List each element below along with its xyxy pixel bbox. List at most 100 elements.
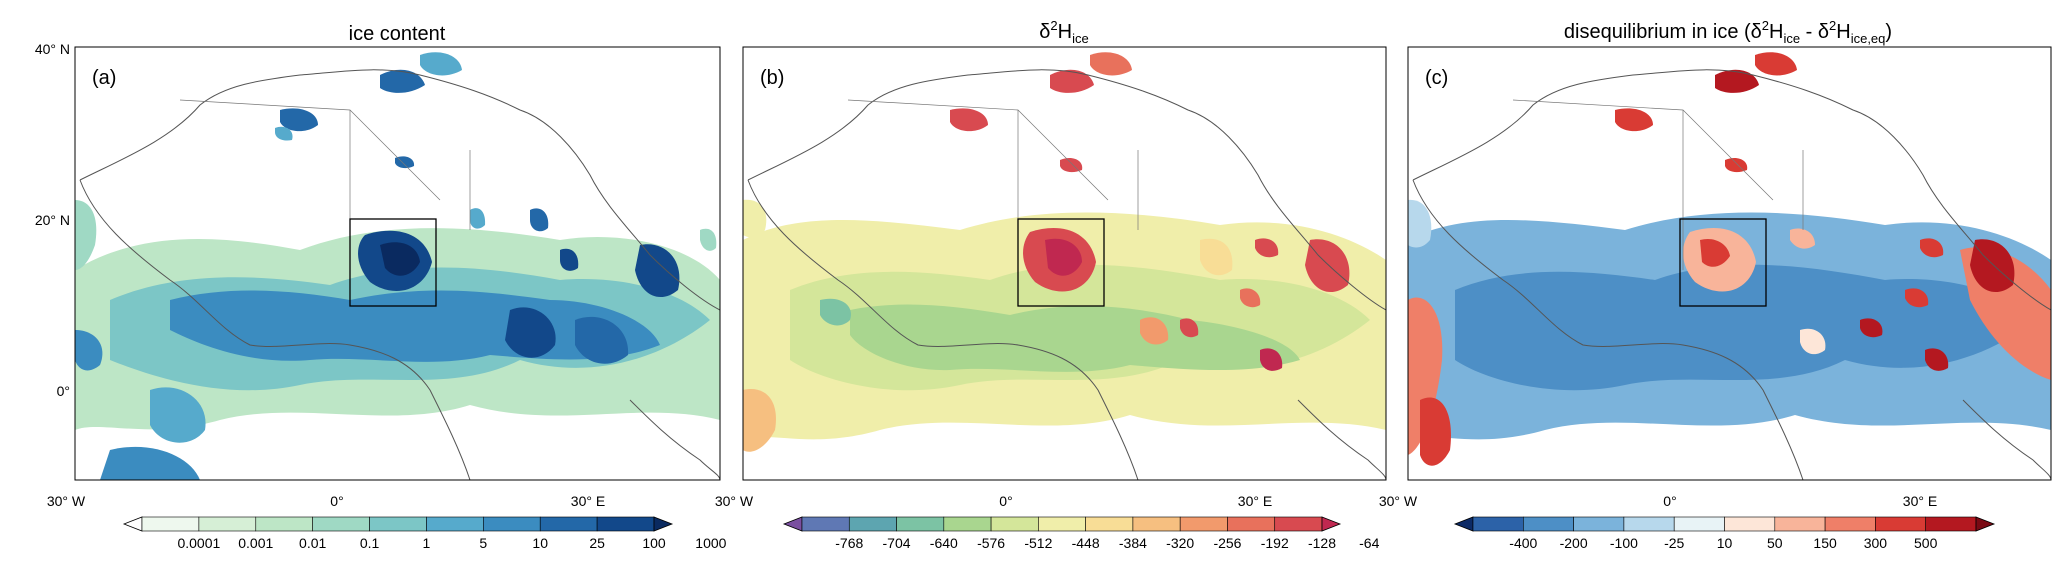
colorbar-tick-label: 50: [1767, 535, 1783, 551]
colorbar-tick-label: 300: [1864, 535, 1888, 551]
colorbar-box: [1623, 516, 1675, 532]
colorbar-tick-label: -128: [1308, 535, 1336, 551]
colorbar-tick-label: 5: [479, 535, 487, 551]
colorbar-box: [312, 516, 370, 532]
colorbar-box: [369, 516, 427, 532]
panel-b-map-field: [743, 47, 1386, 480]
colorbar-tick-label: 500: [1914, 535, 1938, 551]
colorbar-box: [1523, 516, 1574, 532]
panel-b-colorbar: -768 -704 -640 -576 -512 -448 -384 -320 -256 -192…: [782, 516, 1380, 551]
colorbar-tick-label: -64: [1359, 535, 1379, 551]
colorbar-tick-label: -200: [1560, 535, 1588, 551]
panel-c-frame: [1407, 46, 2052, 481]
colorbar-tick-label: -400: [1509, 535, 1537, 551]
colorbar-box: [896, 516, 945, 532]
panel-a-map-field: [75, 47, 720, 480]
colorbar-tick-label: 1000: [695, 535, 726, 551]
panel-c-title: disequilibrium in ice (δ2Hice - δ2Hice,e…: [1564, 18, 1892, 46]
colorbar-box: [426, 516, 484, 532]
colorbar-end-low: [1453, 516, 1474, 532]
colorbar-tick-label: -512: [1024, 535, 1052, 551]
colorbar-tick-label: -576: [977, 535, 1005, 551]
colorbar-box: [1875, 516, 1927, 532]
colorbar-box: [141, 516, 200, 532]
colorbar-tick-label: -704: [883, 535, 911, 551]
panel-a-lat-20: 20° N: [35, 212, 70, 228]
panel-c-label: (c): [1425, 67, 1448, 89]
panel-b: δ2Hice: [715, 18, 1387, 551]
panel-a-lat-0: 0°: [57, 383, 70, 399]
panel-c-lon-30w: 30° W: [1379, 493, 1418, 509]
colorbar-box: [1274, 516, 1323, 532]
panel-b-label: (b): [760, 67, 784, 89]
colorbar-box: [1472, 516, 1524, 532]
colorbar-box: [943, 516, 992, 532]
panel-a-lon-0: 0°: [330, 493, 343, 509]
colorbar-box: [1824, 516, 1876, 532]
colorbar-tick-label: 0.001: [238, 535, 273, 551]
colorbar-box: [801, 516, 850, 532]
colorbar-box: [483, 516, 541, 532]
panel-c-map-field: [1408, 47, 2051, 480]
colorbar-tick-label: 0.01: [299, 535, 326, 551]
colorbar-box: [198, 516, 257, 532]
panel-a-colorbar: 0.0001 0.001 0.01 0.1 1 5 10 25 100 1000: [122, 516, 727, 551]
colorbar-box: [1132, 516, 1181, 532]
panel-a-title: ice content: [349, 23, 446, 45]
colorbar-tick-label: 100: [642, 535, 666, 551]
panel-a-frame: [74, 46, 721, 481]
colorbar-tick-label: 0.0001: [177, 535, 220, 551]
panel-b-lon-0: 0°: [999, 493, 1012, 509]
colorbar-box: [1038, 516, 1086, 532]
colorbar-tick-label: -25: [1664, 535, 1684, 551]
colorbar-box: [1673, 516, 1725, 532]
panel-b-region-box: [1017, 218, 1105, 307]
panel-b-lon-30w: 30° W: [715, 493, 754, 509]
colorbar-box: [255, 516, 313, 532]
colorbar-tick-label: 1: [423, 535, 431, 551]
colorbar-tick-label: -320: [1166, 535, 1194, 551]
colorbar-tick-label: 0.1: [360, 535, 380, 551]
panel-a-lon-30w: 30° W: [47, 493, 86, 509]
colorbar-box: [1573, 516, 1625, 532]
colorbar-box: [1085, 516, 1134, 532]
colorbar-box: [1179, 516, 1228, 532]
panel-c: disequilibrium in ice (δ2Hice - δ2Hice,e…: [1379, 18, 2052, 551]
colorbar-box: [1227, 516, 1276, 532]
panel-a-region-box: [349, 218, 437, 307]
panel-c-colorbar: -400 -200 -100 -25 10 50 150 300 500: [1453, 516, 1996, 551]
colorbar-end-high: [653, 516, 674, 532]
colorbar-box: [596, 516, 655, 532]
colorbar-tick-label: 10: [1717, 535, 1733, 551]
colorbar-tick-label: 25: [589, 535, 605, 551]
colorbar-tick-label: -448: [1072, 535, 1100, 551]
colorbar-box: [990, 516, 1039, 532]
panel-a: ice content: [35, 23, 727, 551]
panel-b-title: δ2Hice: [1039, 18, 1088, 46]
colorbar-box: [1774, 516, 1826, 532]
colorbar-tick-label: -384: [1119, 535, 1147, 551]
panel-a-label: (a): [92, 67, 116, 89]
colorbar-end-high: [1321, 516, 1342, 532]
colorbar-box: [539, 516, 598, 532]
colorbar-end-low: [122, 516, 143, 532]
colorbar-box: [1724, 516, 1776, 532]
colorbar-box: [1925, 516, 1977, 532]
panel-a-lat-40: 40° N: [35, 41, 70, 57]
colorbar-box: [848, 516, 897, 532]
colorbar-tick-label: -256: [1213, 535, 1241, 551]
colorbar-end-high: [1975, 516, 1996, 532]
panel-a-lon-30e: 30° E: [571, 493, 605, 509]
panel-b-lon-30e: 30° E: [1238, 493, 1272, 509]
colorbar-tick-label: -100: [1610, 535, 1638, 551]
colorbar-tick-label: -640: [930, 535, 958, 551]
panel-c-lon-0: 0°: [1663, 493, 1676, 509]
colorbar-tick-label: -768: [835, 535, 863, 551]
panel-b-frame: [742, 46, 1387, 481]
colorbar-end-low: [782, 516, 803, 532]
panel-c-region-box: [1679, 218, 1767, 307]
colorbar-tick-label: -192: [1261, 535, 1289, 551]
colorbar-tick-label: 150: [1813, 535, 1837, 551]
panel-c-lon-30e: 30° E: [1903, 493, 1937, 509]
